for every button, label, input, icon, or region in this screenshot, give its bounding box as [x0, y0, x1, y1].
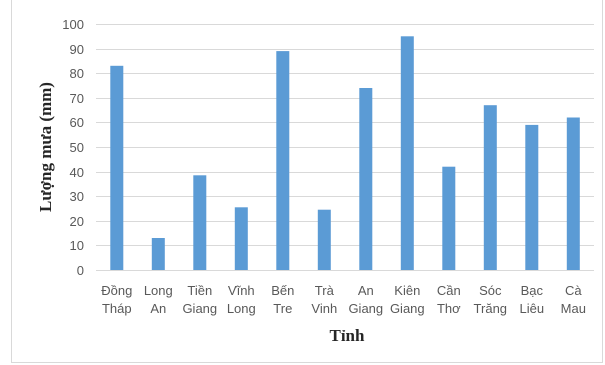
y-tick-label: 20	[70, 214, 84, 229]
y-tick-label: 70	[70, 91, 84, 106]
y-tick-label: 100	[62, 17, 84, 32]
y-tick-labels: 0 10 20 30 40 50 60 70 80 90 100	[62, 17, 84, 278]
x-category-label: Tháp	[102, 301, 132, 316]
bar	[193, 175, 207, 270]
bar	[483, 105, 497, 270]
x-category-labels: Đồng Tháp Long An Tiền Giang Vĩnh Long Bến Tre Trà…	[101, 283, 586, 316]
gridlines	[96, 24, 594, 271]
x-category-label: Cần	[437, 283, 461, 298]
bars	[110, 36, 580, 271]
x-category-label: Thơ	[437, 301, 461, 316]
bar	[359, 88, 373, 270]
x-category-label: An	[150, 301, 166, 316]
bar	[234, 207, 248, 270]
bar	[110, 65, 124, 270]
bar	[400, 36, 414, 270]
x-category-label: Giang	[390, 301, 425, 316]
x-category-label: Tiền	[187, 283, 212, 298]
x-category-label: Vĩnh	[228, 283, 255, 298]
x-category-label: Tre	[273, 301, 292, 316]
bar	[566, 117, 580, 270]
y-tick-label: 40	[70, 165, 84, 180]
x-category-label: Giang	[182, 301, 217, 316]
x-category-label: Bến	[271, 283, 294, 298]
y-tick-label: 80	[70, 66, 84, 81]
bar	[151, 238, 165, 270]
bar	[442, 166, 456, 270]
y-tick-label: 60	[70, 115, 84, 130]
x-category-label: Mau	[561, 301, 586, 316]
x-category-label: Long	[144, 283, 173, 298]
bar	[276, 51, 290, 270]
y-tick-label: 50	[70, 140, 84, 155]
bar	[525, 124, 539, 271]
y-tick-label: 10	[70, 238, 84, 253]
x-category-label: Bạc	[521, 283, 544, 298]
bar	[317, 209, 331, 270]
x-category-label: Sóc	[479, 283, 502, 298]
x-category-label: Long	[227, 301, 256, 316]
y-tick-label: 0	[77, 263, 84, 278]
y-tick-label: 90	[70, 42, 84, 57]
x-category-label: Liêu	[520, 301, 545, 316]
y-tick-label: 30	[70, 189, 84, 204]
x-category-label: Kiên	[394, 283, 420, 298]
x-category-label: Vinh	[311, 301, 337, 316]
x-category-label: Trà	[315, 283, 335, 298]
x-axis-title: Tỉnh	[330, 326, 366, 345]
x-category-label: Giang	[348, 301, 383, 316]
x-category-label: Cà	[565, 283, 582, 298]
y-axis-title: Lượng mưa (mm)	[36, 82, 55, 212]
x-category-label: An	[358, 283, 374, 298]
chart-frame	[11, 0, 603, 363]
x-category-label: Đồng	[101, 283, 132, 298]
x-category-label: Trăng	[474, 301, 507, 316]
